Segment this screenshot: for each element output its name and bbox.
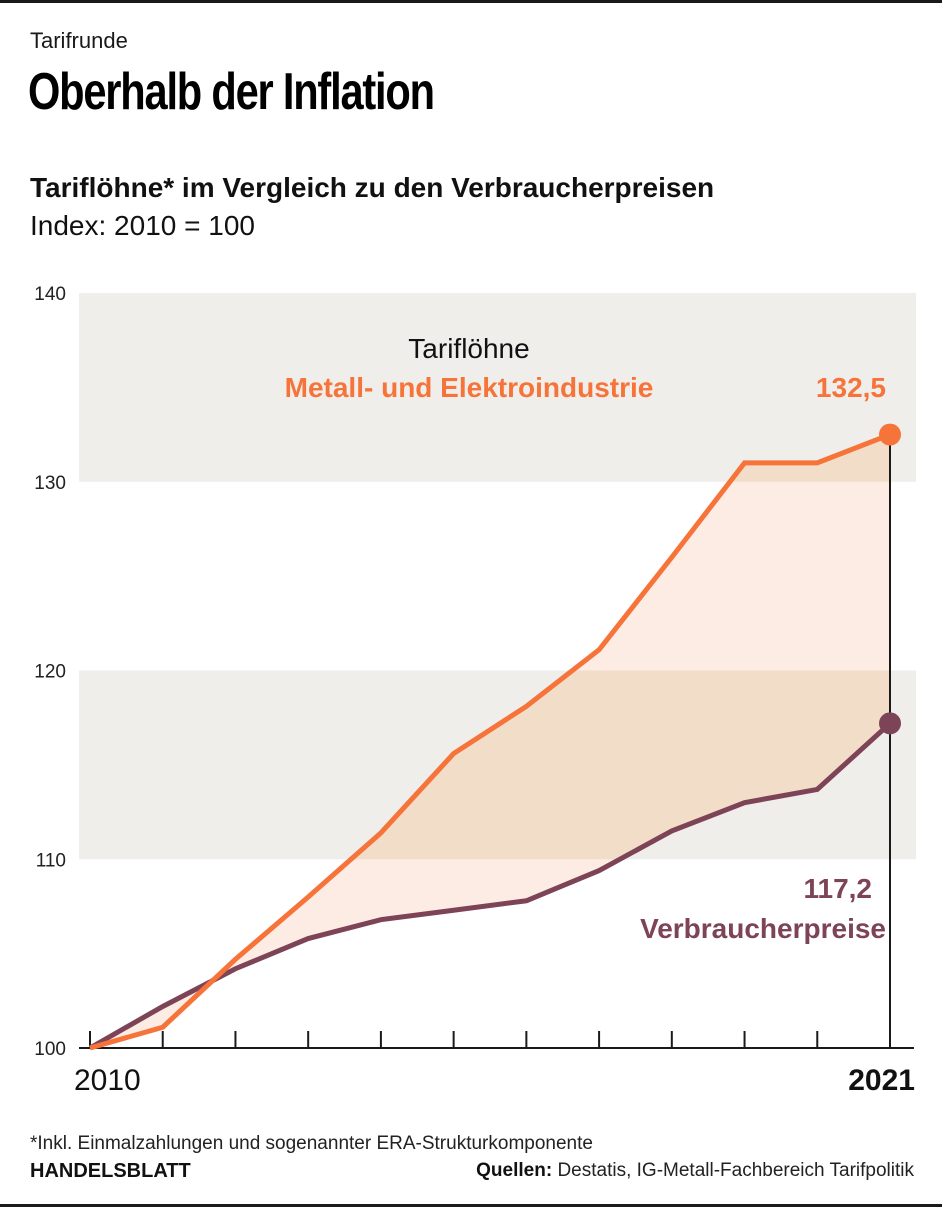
y-tick-label: 130	[34, 473, 66, 494]
annotations: Tariflöhne Metall- und Elektroindustrie …	[285, 333, 886, 944]
y-axis: 100 110 120 130 140	[34, 284, 66, 1060]
x-axis: 2010 2021	[74, 434, 915, 1097]
sources-label: Quellen:	[476, 1160, 553, 1181]
end-dot-wages	[879, 423, 901, 446]
shaded-band	[79, 293, 916, 482]
brand-logo: HANDELSBLATT	[30, 1160, 191, 1182]
series-line-prices	[88, 721, 892, 1051]
annotation-wages-title: Tariflöhne	[408, 333, 529, 364]
y-tick-label: 140	[34, 284, 66, 305]
series-lines	[88, 423, 901, 1051]
annotation-prices-value: 117,2	[803, 873, 872, 904]
gap-area	[90, 434, 890, 1048]
headline: Oberhalb der Inflation	[28, 63, 435, 121]
y-tick-label: 120	[34, 662, 66, 683]
annotation-wages-industry: Metall- und Elektroindustrie	[285, 372, 654, 403]
end-dot-prices	[879, 712, 901, 735]
x-tick-label: 2021	[848, 1064, 915, 1097]
footnote: *Inkl. Einmalzahlungen und sogenannter E…	[30, 1133, 593, 1154]
annotation-prices-label: Verbraucherpreise	[640, 913, 886, 944]
chart-unit: Index: 2010 = 100	[30, 210, 255, 241]
top-rule	[0, 0, 942, 3]
y-tick-label: 110	[36, 850, 66, 871]
annotation-wages-value: 132,5	[816, 372, 886, 403]
sources: Quellen: Destatis, IG-Metall-Fachbereich…	[476, 1160, 914, 1182]
x-tick-label: 2010	[74, 1064, 141, 1097]
chart-subtitle: Tariflöhne* im Vergleich zu den Verbrauc…	[30, 172, 715, 203]
sources-text: Destatis, IG-Metall-Fachbereich Tarifpol…	[557, 1160, 914, 1181]
series-line-wages	[89, 432, 891, 1051]
bottom-rule	[0, 1204, 942, 1207]
kicker: Tarifrunde	[30, 28, 128, 53]
y-tick-label: 100	[34, 1039, 66, 1060]
